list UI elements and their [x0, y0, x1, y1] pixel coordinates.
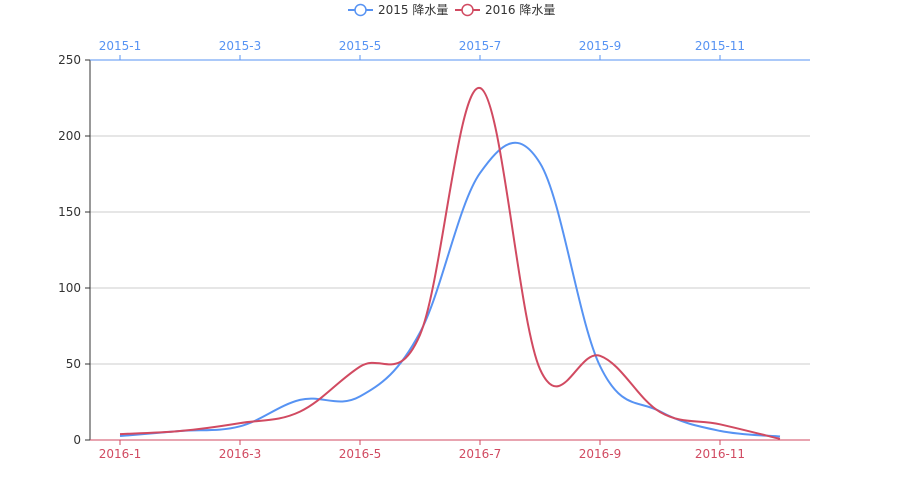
legend-circle-icon [461, 3, 474, 17]
series-2016-point[interactable] [117, 431, 123, 437]
series-2016-point[interactable] [477, 85, 483, 91]
legend[interactable]: 2015 降水量 2016 降水量 [348, 3, 555, 17]
x-axis-top-tick-label: 2015-5 [339, 39, 382, 53]
series-2015-point[interactable] [357, 393, 363, 399]
axes: 0 50 100 150 200 250 2015-1 2015-3 2015-5 2015-7 2… [58, 39, 810, 461]
series-2016-point[interactable] [297, 409, 303, 415]
y-tick-label: 200 [58, 129, 81, 143]
y-tick-label: 100 [58, 281, 81, 295]
legend-circle-icon [354, 3, 367, 17]
series-2016-line[interactable] [119, 87, 781, 440]
series-2016-point[interactable] [597, 353, 603, 359]
x-axis-top-tick-label: 2015-7 [459, 39, 502, 53]
grid-lines [90, 135, 810, 365]
x-axis-bottom-tick-label: 2016-9 [579, 447, 622, 461]
x-axis-top-tick-label: 2015-1 [99, 39, 142, 53]
x-axis-bottom-tick-label: 2016-5 [339, 447, 382, 461]
series-2016-point[interactable] [777, 436, 783, 442]
series-2015-point[interactable] [597, 363, 603, 369]
series-lines [117, 85, 783, 442]
legend-label: 2016 降水量 [485, 3, 555, 17]
series-2016-point[interactable] [717, 421, 723, 427]
series-2016-point[interactable] [357, 364, 363, 370]
x-axis-bottom-tick-label: 2016-11 [695, 447, 745, 461]
legend-item-2015[interactable]: 2015 降水量 [348, 3, 448, 17]
series-2016-point[interactable] [537, 366, 543, 372]
legend-label: 2015 降水量 [378, 3, 448, 17]
x-axis-top-tick-label: 2015-11 [695, 39, 745, 53]
series-2016-point[interactable] [417, 332, 423, 338]
y-tick-label: 0 [73, 433, 81, 447]
series-2016-point[interactable] [237, 420, 243, 426]
series-2016-point[interactable] [657, 409, 663, 415]
series-2016-point[interactable] [177, 428, 183, 434]
series-2015-point[interactable] [717, 428, 723, 434]
y-tick-label: 50 [66, 357, 81, 371]
legend-item-2016[interactable]: 2016 降水量 [455, 3, 555, 17]
series-2015-point[interactable] [297, 397, 303, 403]
x-axis-top-tick-label: 2015-3 [219, 39, 262, 53]
x-axis-top-tick-label: 2015-9 [579, 39, 622, 53]
x-axis-bottom-tick-label: 2016-1 [99, 447, 142, 461]
x-axis-bottom-tick-label: 2016-3 [219, 447, 262, 461]
y-tick-label: 250 [58, 53, 81, 67]
y-tick-label: 150 [58, 205, 81, 219]
x-axis-bottom-tick-label: 2016-7 [459, 447, 502, 461]
series-2015-point[interactable] [477, 170, 483, 176]
series-2015-point[interactable] [537, 160, 543, 166]
